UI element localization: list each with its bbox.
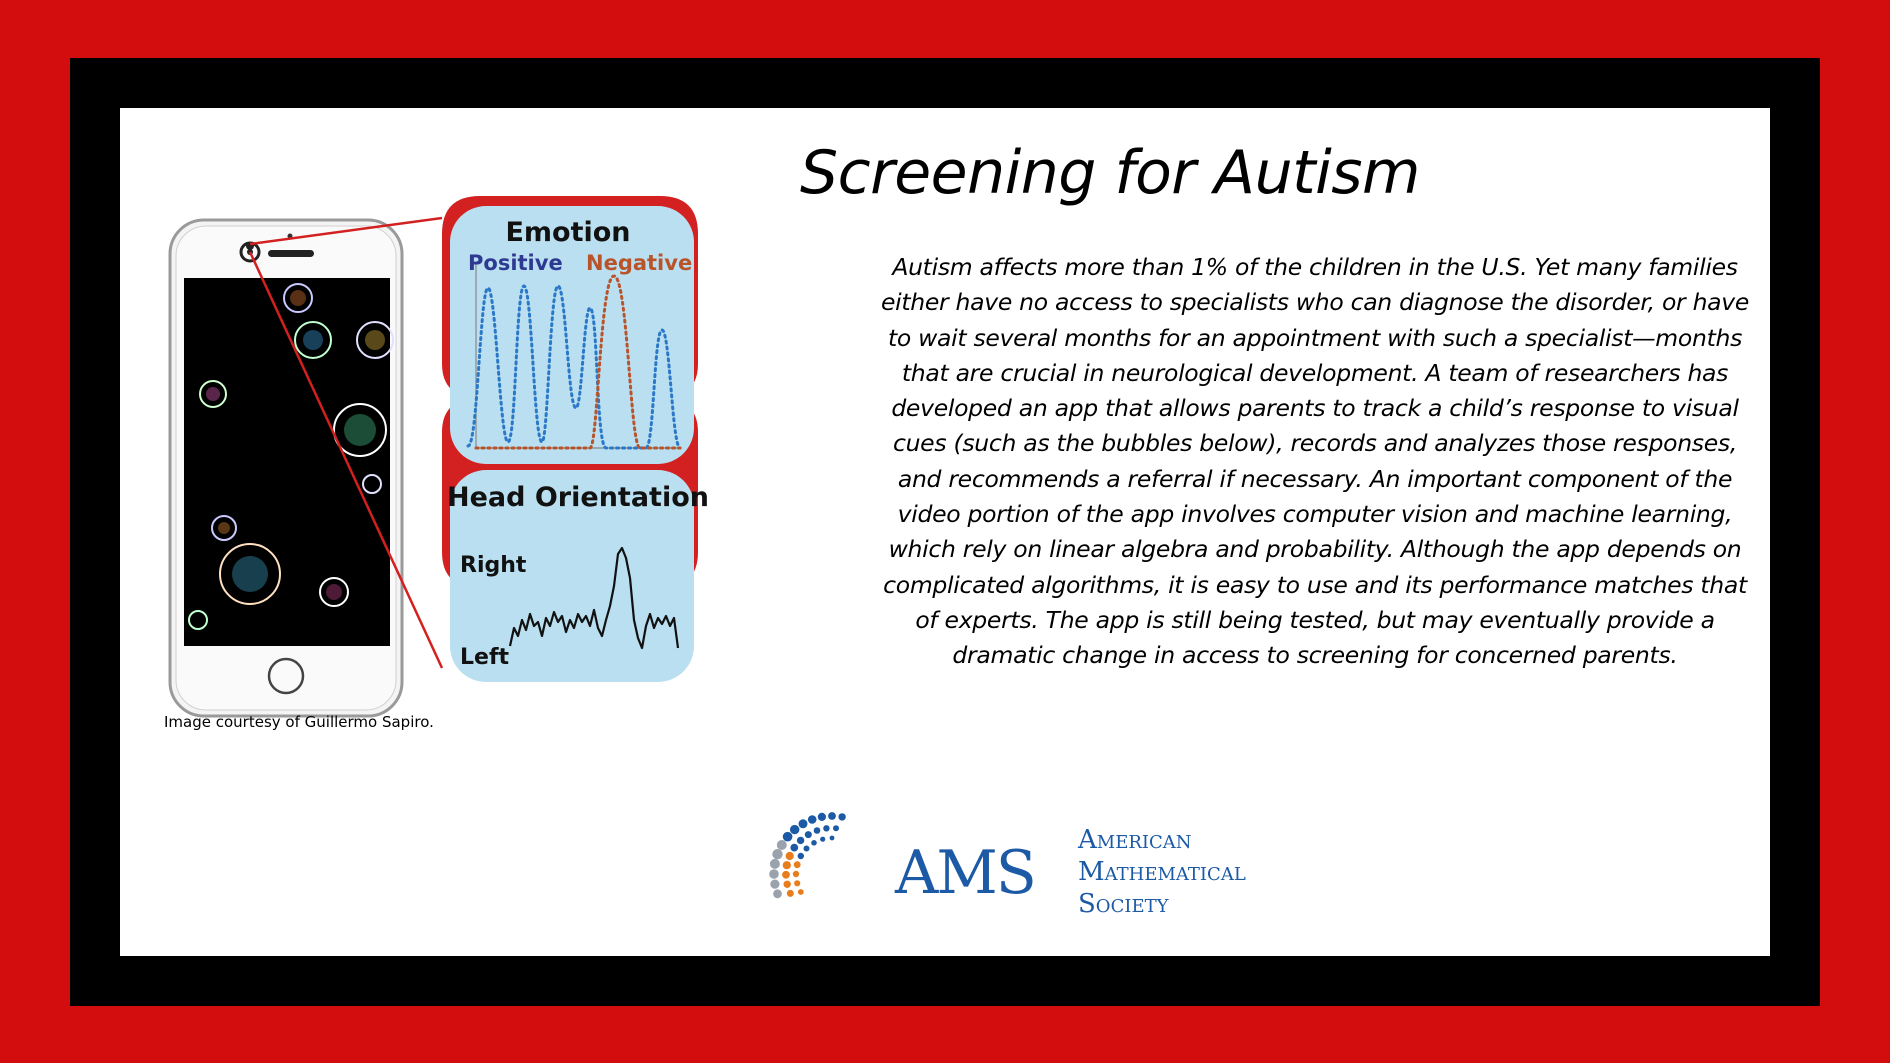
image-caption: Image courtesy of Guillermo Sapiro. [164, 713, 434, 731]
logo-dot [798, 819, 808, 829]
phone-screen [184, 278, 390, 646]
logo-dot [833, 825, 839, 832]
body-paragraph: Autism affects more than 1% of the child… [880, 253, 1750, 670]
logo-dot [792, 870, 800, 878]
phone-speaker [268, 250, 314, 257]
positive-curve [466, 284, 682, 450]
connector-line-bottom [248, 251, 444, 669]
logo-dot [793, 861, 801, 869]
logo-dot [769, 869, 779, 879]
logo-dot [807, 815, 817, 824]
logo-dot [782, 870, 790, 879]
logo-dot [811, 840, 817, 846]
logo-dot [796, 836, 805, 845]
logo-dot [786, 889, 794, 897]
logo-dot [828, 812, 836, 820]
logo-dot [797, 852, 804, 860]
logo-dot [794, 880, 801, 887]
logo-dot [790, 824, 800, 835]
logo-dot [770, 879, 780, 889]
logo-dot [804, 831, 812, 839]
ams-name-line3: Society [1078, 889, 1169, 919]
connector-line-top [249, 216, 443, 246]
right-label: Right [460, 553, 527, 578]
emotion-title: Emotion [505, 217, 630, 248]
logo-dot [817, 812, 826, 821]
left-label: Left [460, 645, 510, 670]
head-panel [450, 470, 694, 682]
poster-panel: Emotion Positive Negative Head Orientati… [120, 108, 1770, 956]
poster-title: Screening for Autism [800, 138, 1421, 208]
ams-dots-icon [769, 812, 846, 899]
logo-dot [838, 813, 846, 821]
ams-logo-name: American Mathematical Society [1078, 824, 1246, 920]
bubbles [188, 283, 394, 630]
negative-label: Negative [586, 251, 692, 275]
head-orientation-title: Head Orientation [447, 482, 709, 513]
logo-dot [820, 836, 826, 842]
logo-dot [782, 861, 791, 870]
logo-dot [782, 831, 793, 842]
logo-dot [829, 835, 835, 841]
logo-dot [797, 889, 804, 895]
ams-name-line2: Mathematical [1078, 857, 1246, 887]
phone-figure: Emotion Positive Negative Head Orientati… [168, 196, 709, 718]
logo-dot [783, 880, 791, 888]
logo-dot [769, 858, 780, 869]
home-button-icon [267, 657, 305, 695]
logo-dot [785, 851, 794, 861]
logo-dot [813, 827, 821, 834]
logo-dot [773, 889, 782, 899]
ams-name-line1: American [1078, 825, 1192, 855]
logo-dot [823, 825, 830, 832]
ams-logo-letters: AMS [895, 838, 1037, 908]
logo-dot [803, 845, 810, 852]
logo-dot [776, 840, 787, 850]
logo-dot [772, 849, 783, 860]
head-orientation-line [508, 546, 680, 650]
negative-curve [474, 274, 682, 450]
positive-label: Positive [468, 251, 563, 275]
logo-dot [790, 843, 799, 852]
